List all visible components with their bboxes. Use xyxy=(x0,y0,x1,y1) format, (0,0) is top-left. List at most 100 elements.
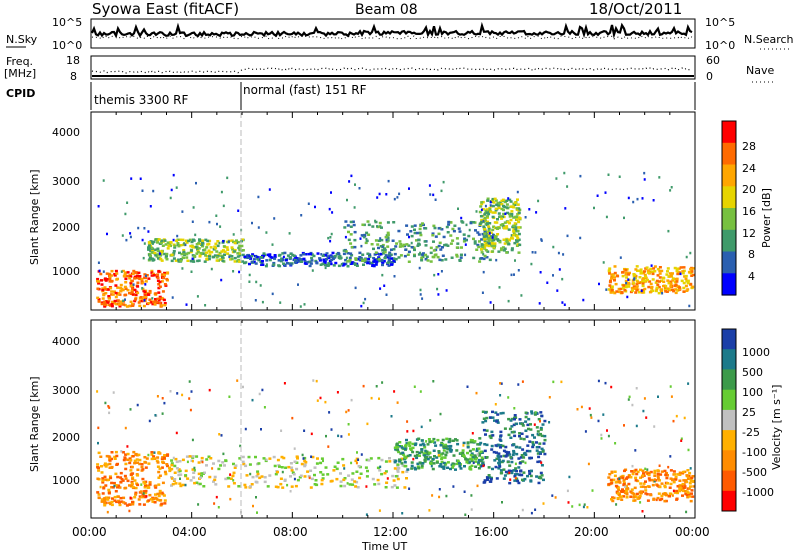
heatmap-cell xyxy=(273,257,277,260)
heatmap-cell xyxy=(97,300,101,303)
heatmap-cell xyxy=(478,437,482,440)
heatmap-cell xyxy=(320,457,324,460)
heatmap-cell xyxy=(221,249,225,252)
heatmap-cell xyxy=(292,254,296,257)
heatmap-cell xyxy=(161,290,165,293)
heatmap-cell xyxy=(647,477,651,480)
heatmap-cell xyxy=(124,287,128,290)
heatmap-cell xyxy=(672,470,676,473)
heatmap-cell xyxy=(387,264,391,267)
heatmap-cell xyxy=(626,487,630,490)
heatmap-cell xyxy=(438,488,441,491)
heatmap-cell xyxy=(231,248,235,251)
heatmap-cell xyxy=(413,466,417,470)
heatmap-cell xyxy=(144,283,147,286)
heatmap-cell xyxy=(379,245,383,248)
heatmap-cell xyxy=(506,472,510,475)
heatmap-cell xyxy=(534,251,537,254)
heatmap-cell xyxy=(470,494,473,497)
heatmap-cell xyxy=(678,479,682,482)
heatmap-cell xyxy=(395,442,399,445)
heatmap-cell xyxy=(380,226,383,229)
heatmap-cell xyxy=(230,255,234,258)
heatmap-cell xyxy=(101,477,105,480)
heatmap-cell xyxy=(314,479,318,482)
heatmap-cell xyxy=(488,208,492,211)
heatmap-cell xyxy=(208,253,212,257)
heatmap-cell xyxy=(431,467,435,471)
heatmap-cell xyxy=(348,180,351,183)
heatmap-cell xyxy=(154,298,157,301)
heatmap-cell xyxy=(247,455,251,459)
heatmap-cell xyxy=(459,256,463,259)
heatmap-cell xyxy=(451,239,455,242)
heatmap-cell xyxy=(165,258,169,261)
heatmap-cell xyxy=(138,462,142,466)
heatmap-cell xyxy=(623,491,627,495)
heatmap-cell xyxy=(516,203,520,206)
heatmap-cell xyxy=(469,453,473,457)
heatmap-cell xyxy=(614,442,617,445)
heatmap-cell xyxy=(421,462,425,465)
heatmap-cell xyxy=(493,211,497,214)
heatmap-cell xyxy=(504,455,508,458)
heatmap-cell xyxy=(475,456,479,460)
heatmap-cell xyxy=(174,482,178,485)
heatmap-cell xyxy=(497,212,501,215)
heatmap-cell xyxy=(103,499,107,502)
heatmap-cell xyxy=(154,484,158,487)
heatmap-cell xyxy=(533,436,536,439)
heatmap-cell xyxy=(501,411,505,415)
heatmap-cell xyxy=(137,226,140,230)
heatmap-cell xyxy=(669,282,673,285)
heatmap-cell xyxy=(514,476,517,480)
heatmap-cell xyxy=(691,475,695,478)
heatmap-cell xyxy=(632,282,636,285)
heatmap-cell xyxy=(689,251,692,255)
heatmap-cell xyxy=(259,256,263,259)
heatmap-cell xyxy=(512,234,516,237)
heatmap-cell xyxy=(119,480,123,484)
heatmap-cell xyxy=(687,474,691,478)
velocity-cbar-tick-1000: 1000 xyxy=(742,346,770,359)
heatmap-cell xyxy=(339,480,343,483)
heatmap-cell xyxy=(362,384,365,388)
heatmap-cell xyxy=(97,282,101,285)
heatmap-cell xyxy=(668,486,672,489)
heatmap-cell xyxy=(110,503,114,507)
heatmap-cell xyxy=(649,493,653,497)
heatmap-cell xyxy=(374,251,378,254)
heatmap-cell xyxy=(488,222,492,225)
heatmap-cell xyxy=(482,428,486,432)
heatmap-cell xyxy=(362,263,365,266)
heatmap-cell xyxy=(680,484,684,488)
heatmap-cell xyxy=(411,450,415,454)
heatmap-cell xyxy=(499,223,503,227)
heatmap-cell xyxy=(412,246,416,249)
heatmap-cell xyxy=(505,203,509,206)
heatmap-cell xyxy=(143,227,146,230)
heatmap-cell xyxy=(273,254,277,257)
heatmap-cell xyxy=(187,251,191,255)
heatmap-cell xyxy=(582,505,585,509)
heatmap-cell xyxy=(504,470,508,474)
heatmap-cell xyxy=(686,469,690,472)
heatmap-cell xyxy=(386,245,390,248)
heatmap-cell xyxy=(682,479,686,482)
heatmap-cell xyxy=(185,455,189,458)
heatmap-cell xyxy=(274,485,278,488)
heatmap-cell xyxy=(644,467,647,471)
heatmap-cell xyxy=(113,274,117,277)
heatmap-cell xyxy=(506,220,510,224)
heatmap-cell xyxy=(265,263,268,266)
heatmap-cell xyxy=(487,227,491,230)
heatmap-cell xyxy=(454,438,457,441)
heatmap-cell xyxy=(645,416,648,419)
heatmap-cell xyxy=(417,253,421,256)
heatmap-cell xyxy=(151,302,155,306)
heatmap-cell xyxy=(667,275,671,278)
heatmap-cell xyxy=(478,452,482,455)
heatmap-cell xyxy=(129,469,133,472)
heatmap-cell xyxy=(661,292,664,295)
heatmap-cell xyxy=(501,459,505,463)
